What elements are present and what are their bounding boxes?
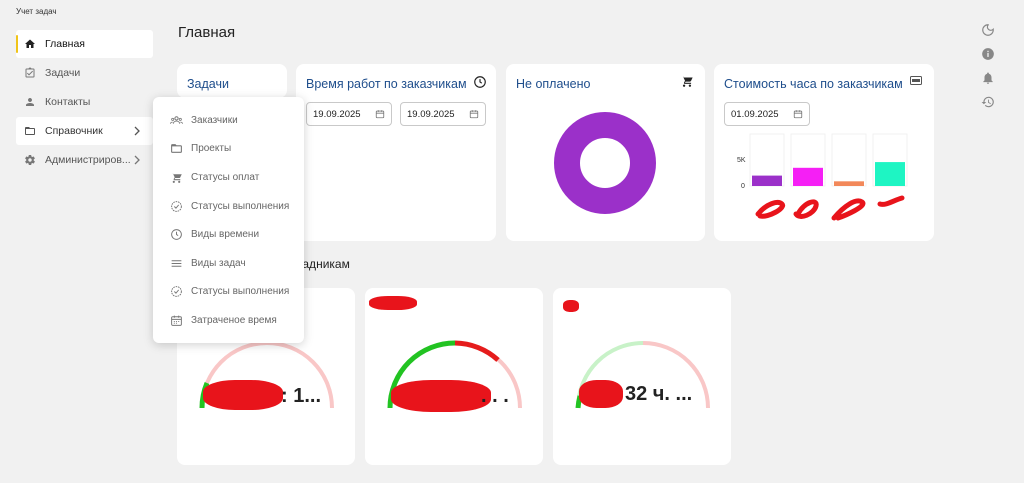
menu-item-time-types[interactable]: Виды времени — [153, 220, 304, 249]
menu-item-spent-time[interactable]: Затраченое время — [153, 306, 304, 335]
y-tick-label: 0 — [741, 183, 745, 190]
lines-icon — [170, 257, 183, 270]
sidebar-item-label: Задачи — [45, 67, 81, 79]
app-title: Учет задач — [16, 7, 57, 16]
check-badge-icon — [170, 200, 183, 213]
menu-item-label: Статусы выполнения — [191, 200, 290, 212]
chart-bar[interactable] — [752, 175, 782, 186]
sidebar-item-label: Главная — [45, 38, 85, 50]
menu-item-label: Статусы выполнения — [191, 286, 290, 298]
date-value: 19.09.2025 — [313, 109, 361, 120]
check-badge-icon — [170, 285, 183, 298]
home-icon — [24, 38, 36, 50]
date-value: 19.09.2025 — [407, 109, 455, 120]
menu-item-completion-statuses[interactable]: Статусы выполнения — [153, 192, 304, 221]
right-toolbar — [981, 23, 997, 119]
history-icon[interactable] — [981, 95, 995, 109]
person-icon — [24, 96, 36, 108]
moon-icon[interactable] — [981, 23, 995, 37]
unpaid-card: Не оплачено — [506, 64, 705, 241]
sidebar-item-home[interactable]: Главная — [16, 30, 153, 58]
clock-icon[interactable] — [473, 75, 487, 89]
page-title: Главная — [178, 24, 236, 41]
clock-icon — [170, 228, 183, 241]
tasks-card: Задачи — [177, 64, 287, 98]
bar-chart: 5K 0 — [737, 133, 908, 190]
menu-item-task-types[interactable]: Виды задач — [153, 249, 304, 278]
folder-icon — [170, 142, 183, 155]
people-icon — [170, 114, 183, 127]
calendar-icon — [170, 314, 183, 327]
date-input[interactable]: 01.09.2025 — [724, 102, 810, 126]
donut-slice — [554, 112, 656, 214]
sidebar-item-label: Справочник — [45, 125, 103, 137]
sidebar-item-contacts[interactable]: Контакты — [16, 88, 153, 116]
calendar-icon[interactable] — [793, 109, 803, 119]
gauge-value: : 1... — [281, 385, 322, 407]
sidebar-item-label: Контакты — [45, 96, 91, 108]
info-icon[interactable] — [981, 47, 995, 61]
gauge-value: . . . — [481, 385, 509, 407]
card-title: Не оплачено — [516, 77, 591, 91]
sidebar-item-reference[interactable]: Справочник — [16, 117, 153, 145]
menu-item-label: Затраченое время — [191, 314, 277, 326]
menu-item-projects[interactable]: Проекты — [153, 135, 304, 164]
gauge-card: 32 ч. ... — [553, 288, 731, 465]
cart-icon — [170, 171, 183, 184]
donut-chart — [554, 112, 656, 214]
chart-bar[interactable] — [793, 167, 823, 186]
calendar-icon[interactable] — [469, 109, 479, 119]
card-title: Время работ по заказчикам — [306, 77, 467, 91]
chart-bar[interactable] — [875, 162, 905, 186]
chart-bar[interactable] — [834, 181, 864, 186]
sidebar: Главная Задачи Контакты Справочник Админ… — [16, 30, 153, 175]
redaction-scribble — [579, 380, 623, 408]
export-icon[interactable] — [910, 76, 922, 85]
menu-item-label: Заказчики — [191, 114, 238, 126]
redaction-scribble — [563, 300, 579, 312]
menu-item-label: Статусы оплат — [191, 171, 260, 183]
chevron-right-icon — [134, 155, 140, 165]
reference-dropdown-menu: Заказчики Проекты Статусы оплат Статусы … — [153, 97, 304, 343]
gear-icon — [24, 154, 36, 166]
date-from-input[interactable]: 19.09.2025 — [306, 102, 392, 126]
bell-icon[interactable] — [981, 71, 995, 85]
menu-item-completion-statuses-2[interactable]: Статусы выполнения — [153, 278, 304, 307]
folder-icon — [24, 125, 36, 137]
redaction-scribble — [369, 296, 417, 310]
calendar-icon[interactable] — [375, 109, 385, 119]
menu-item-label: Виды времени — [191, 229, 260, 241]
sidebar-item-admin[interactable]: Администриров... — [16, 146, 153, 174]
date-to-input[interactable]: 19.09.2025 — [400, 102, 486, 126]
work-time-card: Время работ по заказчикам 19.09.2025 19.… — [296, 64, 496, 241]
menu-item-customers[interactable]: Заказчики — [153, 106, 304, 135]
redaction-scribble — [391, 380, 491, 412]
cart-icon[interactable] — [680, 74, 694, 88]
card-title: Стоимость часа по заказчикам — [724, 77, 903, 91]
menu-item-label: Проекты — [191, 143, 232, 155]
section-title: кладникам — [290, 257, 350, 271]
bar-column-bg — [831, 133, 867, 187]
menu-item-payment-statuses[interactable]: Статусы оплат — [153, 163, 304, 192]
date-value: 01.09.2025 — [731, 109, 779, 120]
sidebar-item-tasks[interactable]: Задачи — [16, 59, 153, 87]
y-tick-label: 5K — [737, 157, 746, 164]
card-title: Задачи — [187, 77, 229, 91]
task-icon — [24, 67, 36, 79]
chevron-right-icon — [134, 126, 140, 136]
redaction-scribble — [755, 195, 905, 221]
gauge-value: 32 ч. ... — [625, 383, 693, 405]
sidebar-item-label: Администриров... — [45, 154, 131, 166]
gauge-card: . . . — [365, 288, 543, 465]
redaction-scribble — [203, 380, 283, 410]
menu-item-label: Виды задач — [191, 257, 246, 269]
hourly-cost-card: Стоимость часа по заказчикам 01.09.2025 … — [714, 64, 934, 241]
